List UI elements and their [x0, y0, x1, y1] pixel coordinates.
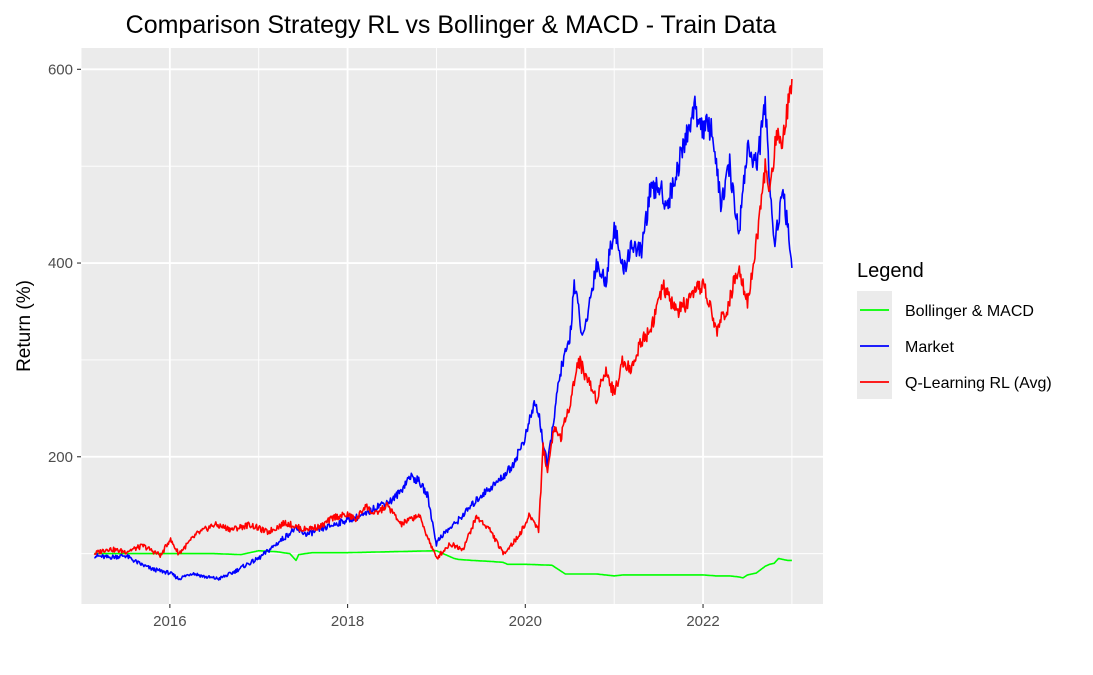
- y-axis-title: Return (%): [14, 280, 35, 372]
- x-tick-label: 2018: [331, 613, 364, 630]
- legend: Legend Bollinger & MACD Market Q-Learning …: [857, 260, 1052, 399]
- axes-layer: 2016 2018 2020 2022 200 400 600: [48, 61, 720, 630]
- legend-title: Legend: [857, 260, 924, 282]
- legend-key-background: [857, 291, 892, 399]
- series-line-1: [94, 549, 793, 579]
- series-line-3: [93, 78, 793, 560]
- chart-title: Comparison Strategy RL vs Bollinger & MA…: [126, 11, 777, 39]
- series-line-2: [94, 95, 793, 581]
- legend-label-3: Q-Learning RL (Avg): [905, 375, 1052, 392]
- y-tick-label: 200: [48, 449, 73, 466]
- x-tick-label: 2016: [153, 613, 186, 630]
- legend-label-2: Market: [905, 339, 954, 356]
- series-layer: [93, 78, 793, 581]
- y-tick-label: 600: [48, 61, 73, 78]
- legend-label-1: Bollinger & MACD: [905, 303, 1034, 320]
- plot-panel: [81, 48, 823, 604]
- x-tick-label: 2022: [686, 613, 719, 630]
- x-tick-label: 2020: [509, 613, 542, 630]
- y-tick-label: 400: [48, 255, 73, 272]
